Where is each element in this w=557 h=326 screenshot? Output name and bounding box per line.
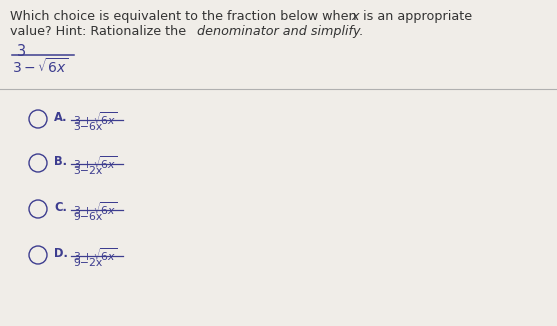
Text: x: x bbox=[351, 10, 359, 23]
Text: value? Hint: Rationalize the: value? Hint: Rationalize the bbox=[10, 25, 186, 38]
Text: $3+\sqrt{6x}$: $3+\sqrt{6x}$ bbox=[73, 110, 118, 127]
Text: $3+\sqrt{6x}$: $3+\sqrt{6x}$ bbox=[73, 200, 118, 217]
Text: B.: B. bbox=[54, 155, 67, 168]
Text: Which choice is equivalent to the fraction below when: Which choice is equivalent to the fracti… bbox=[10, 10, 360, 23]
Text: 3−2x: 3−2x bbox=[73, 166, 102, 176]
Text: $3+\sqrt{6x}$: $3+\sqrt{6x}$ bbox=[73, 154, 118, 171]
Text: denominator and simplify.: denominator and simplify. bbox=[193, 25, 364, 38]
Text: 9−2x: 9−2x bbox=[73, 258, 102, 268]
Text: 3−6x: 3−6x bbox=[73, 122, 102, 132]
Text: 3: 3 bbox=[17, 44, 26, 59]
Text: 9−6x: 9−6x bbox=[73, 212, 102, 222]
Text: is an appropriate: is an appropriate bbox=[359, 10, 472, 23]
Text: C.: C. bbox=[54, 201, 67, 214]
Text: $3+\sqrt{6x}$: $3+\sqrt{6x}$ bbox=[73, 246, 118, 263]
Text: $3-\sqrt{6x}$: $3-\sqrt{6x}$ bbox=[12, 57, 68, 76]
Text: A.: A. bbox=[54, 111, 67, 124]
Text: D.: D. bbox=[54, 247, 68, 260]
